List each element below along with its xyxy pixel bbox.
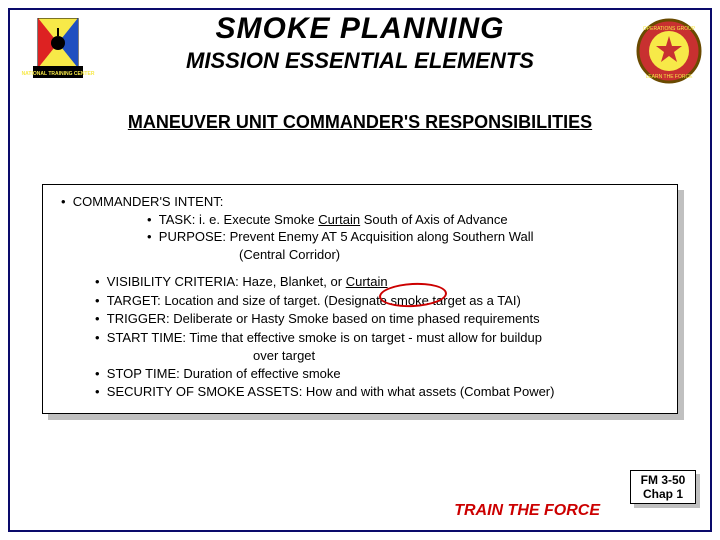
intent-task: TASK: i. e. Execute Smoke [159, 212, 318, 227]
list-item: • VISIBILITY CRITERIA: Haze, Blanket, or… [95, 273, 663, 291]
criteria-list: • VISIBILITY CRITERIA: Haze, Blanket, or… [57, 273, 663, 401]
intent-task-underline: Curtain [318, 212, 360, 227]
svg-text:LEARN THE FORCE: LEARN THE FORCE [646, 74, 694, 80]
list-item: • TRIGGER: Deliberate or Hasty Smoke bas… [95, 310, 663, 328]
reference-line1: FM 3-50 [631, 473, 695, 487]
reference-line2: Chap 1 [631, 487, 695, 501]
content-box: • COMMANDER'S INTENT: • TASK: i. e. Exec… [42, 184, 678, 414]
intent-label-row: • COMMANDER'S INTENT: [57, 193, 663, 211]
title-main: SMOKE PLANNING [0, 12, 720, 46]
list-item: • SECURITY OF SMOKE ASSETS: How and with… [95, 383, 663, 401]
intent-label: COMMANDER'S INTENT: [73, 194, 224, 209]
intent-task-rest: South of Axis of Advance [360, 212, 507, 227]
intent-purpose-row: • PURPOSE: Prevent Enemy AT 5 Acquisitio… [57, 228, 663, 246]
list-item: • STOP TIME: Duration of effective smoke [95, 365, 663, 383]
reference-box: FM 3-50 Chap 1 [630, 470, 696, 504]
intent-purpose: PURPOSE: Prevent Enemy AT 5 Acquisition … [159, 229, 534, 244]
intent-task-row: • TASK: i. e. Execute Smoke Curtain Sout… [57, 211, 663, 229]
title-block: SMOKE PLANNING MISSION ESSENTIAL ELEMENT… [0, 0, 720, 74]
list-item: • START TIME: Time that effective smoke … [95, 329, 663, 347]
list-item-wrap: over target [95, 347, 663, 365]
title-sub: MISSION ESSENTIAL ELEMENTS [0, 48, 720, 74]
intent-purpose-wrap: (Central Corridor) [57, 246, 663, 264]
intent-block: • COMMANDER'S INTENT: • TASK: i. e. Exec… [57, 193, 663, 263]
footer-motto: TRAIN THE FORCE [0, 502, 600, 520]
